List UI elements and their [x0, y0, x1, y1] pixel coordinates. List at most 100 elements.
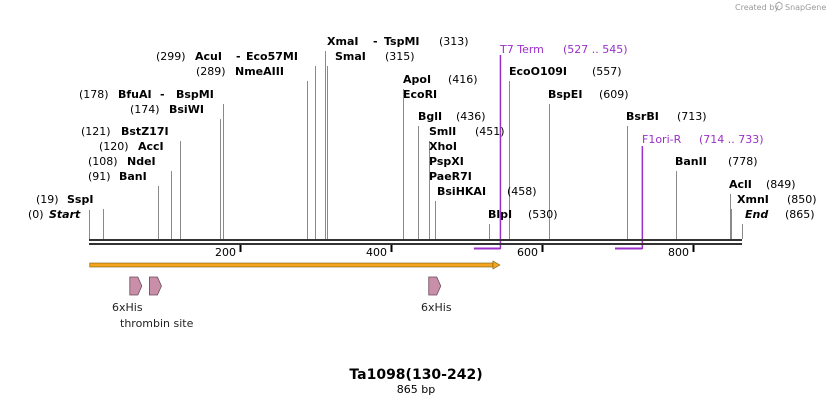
- site-bani[interactable]: (91) BanI: [88, 170, 147, 183]
- primer-labels: T7 Term (527 .. 545) F1ori-R (714 .. 733…: [499, 43, 764, 146]
- site-acci[interactable]: (120) AccI: [99, 140, 164, 153]
- primer-name: T7 Term: [499, 43, 544, 56]
- tick-label-400: 400: [366, 246, 387, 259]
- site-name: PaeR7I: [429, 170, 472, 183]
- primer-name: F1ori-R: [642, 133, 682, 146]
- feature-marker: [428, 276, 442, 296]
- feature-label-6xhis-2[interactable]: 6xHis: [421, 301, 452, 314]
- site-name: BglI: [418, 110, 442, 123]
- site-name: AccI: [138, 140, 164, 153]
- site-leader-lines: [89, 51, 743, 239]
- site-ndei[interactable]: (108) NdeI: [88, 155, 156, 168]
- site-pos: (436): [456, 110, 486, 123]
- orf-arrow-body: [89, 262, 494, 268]
- feature-label-6xhis[interactable]: 6xHis: [112, 301, 143, 314]
- restriction-site-labels: (0) Start (19) SspI (91) BanI (108) NdeI…: [28, 35, 817, 221]
- site-pos: (713): [677, 110, 707, 123]
- site-bspei[interactable]: BspEI (609): [548, 88, 629, 101]
- primer-arrows: [473, 55, 644, 250]
- site-dash: -: [373, 35, 378, 48]
- site-pos: (315): [385, 50, 415, 63]
- site-pos: (121): [81, 125, 111, 138]
- site-name: XmaI: [327, 35, 358, 48]
- snapgene-logo-icon: [775, 1, 783, 11]
- site-banii[interactable]: BanII (778): [675, 155, 758, 168]
- site-name-2: Eco57MI: [246, 50, 298, 63]
- tick-label-200: 200: [215, 246, 236, 259]
- site-pos: (458): [507, 185, 537, 198]
- site-name: AcuI: [195, 50, 222, 63]
- site-pos: (849): [766, 178, 796, 191]
- site-pspxi[interactable]: PspXI: [429, 155, 464, 168]
- site-pos: (451): [475, 125, 505, 138]
- site-pos: (178): [79, 88, 109, 101]
- site-apoi[interactable]: ApoI (416): [403, 73, 478, 86]
- site-bgli[interactable]: BglI (436): [418, 110, 486, 123]
- site-sspi[interactable]: (19) SspI: [36, 193, 93, 206]
- site-start[interactable]: (0) Start: [28, 208, 81, 221]
- primer-range: (527 .. 545): [563, 43, 628, 56]
- snapgene-credit: Created by SnapGene: [735, 1, 826, 12]
- site-pos: (557): [592, 65, 622, 78]
- site-name: AclI: [729, 178, 752, 191]
- site-name: BsiWI: [169, 103, 204, 116]
- site-pos: (778): [728, 155, 758, 168]
- site-pos: (174): [130, 103, 160, 116]
- map-title: Ta1098(130-242): [349, 367, 482, 383]
- site-xhoi[interactable]: XhoI: [429, 140, 457, 153]
- site-dash: -: [236, 50, 241, 63]
- site-name: BanI: [119, 170, 147, 183]
- site-acui-eco57mi[interactable]: (299) AcuI - Eco57MI: [156, 50, 298, 63]
- feature-labels: 6xHis thrombin site 6xHis: [112, 301, 452, 330]
- orf-arrow-head: [492, 260, 501, 270]
- primer-t7-term[interactable]: T7 Term (527 .. 545): [499, 43, 628, 56]
- site-bfuai-bspmi[interactable]: (178) BfuAI - BspMI: [79, 88, 214, 101]
- credit-prefix: Created by: [735, 3, 779, 12]
- site-name: PspXI: [429, 155, 464, 168]
- site-name: EcoO109I: [509, 65, 567, 78]
- site-acli[interactable]: AclI (849): [729, 178, 796, 191]
- site-pos: (299): [156, 50, 186, 63]
- site-smli[interactable]: SmlI (451): [429, 125, 505, 138]
- site-xmni[interactable]: XmnI (850): [737, 193, 817, 206]
- site-name: SspI: [67, 193, 93, 206]
- site-name: XmnI: [737, 193, 769, 206]
- site-end[interactable]: End (865): [745, 208, 815, 221]
- primer-f1ori-r[interactable]: F1ori-R (714 .. 733): [642, 133, 764, 146]
- site-name: SmaI: [335, 50, 366, 63]
- site-pos: (91): [88, 170, 111, 183]
- site-nmeaiii[interactable]: (289) NmeAIII: [196, 65, 284, 78]
- site-name: EcoRI: [403, 88, 437, 101]
- site-pos: (19): [36, 193, 59, 206]
- site-name: BsrBI: [626, 110, 659, 123]
- site-pos: (865): [785, 208, 815, 221]
- feature-label-thrombin-site[interactable]: thrombin site: [120, 317, 194, 330]
- site-paer7i[interactable]: PaeR7I: [429, 170, 472, 183]
- site-bsiwi[interactable]: (174) BsiWI: [130, 103, 204, 116]
- site-pos: (120): [99, 140, 129, 153]
- site-name: NmeAIII: [235, 65, 284, 78]
- site-smai[interactable]: SmaI (315): [335, 50, 415, 63]
- site-dash: -: [160, 88, 165, 101]
- tick-label-600: 600: [517, 246, 538, 259]
- site-ecori[interactable]: EcoRI: [403, 88, 437, 101]
- backbone-top-strand: [89, 239, 742, 241]
- feature-track: [89, 260, 501, 296]
- backbone-bottom-strand: [89, 243, 742, 245]
- site-name: End: [745, 208, 768, 221]
- site-blpi[interactable]: BlpI (530): [488, 208, 558, 221]
- ruler-ticks: 200 400 600 800: [215, 245, 695, 259]
- site-ecoo109i[interactable]: EcoO109I (557): [509, 65, 622, 78]
- site-bsihkai[interactable]: BsiHKAI (458): [437, 185, 537, 198]
- credit-brand: SnapGene: [785, 3, 826, 12]
- primer-range: (714 .. 733): [699, 133, 764, 146]
- site-name-2: TspMI: [384, 35, 420, 48]
- site-name: BspEI: [548, 88, 582, 101]
- site-bstz17i[interactable]: (121) BstZ17I: [81, 125, 169, 138]
- site-name: BstZ17I: [121, 125, 169, 138]
- site-xmai-tspmi[interactable]: XmaI - TspMI (313): [327, 35, 469, 48]
- site-bsrbi[interactable]: BsrBI (713): [626, 110, 707, 123]
- sequence-backbone: [89, 239, 742, 245]
- site-name: ApoI: [403, 73, 431, 86]
- site-pos: (416): [448, 73, 478, 86]
